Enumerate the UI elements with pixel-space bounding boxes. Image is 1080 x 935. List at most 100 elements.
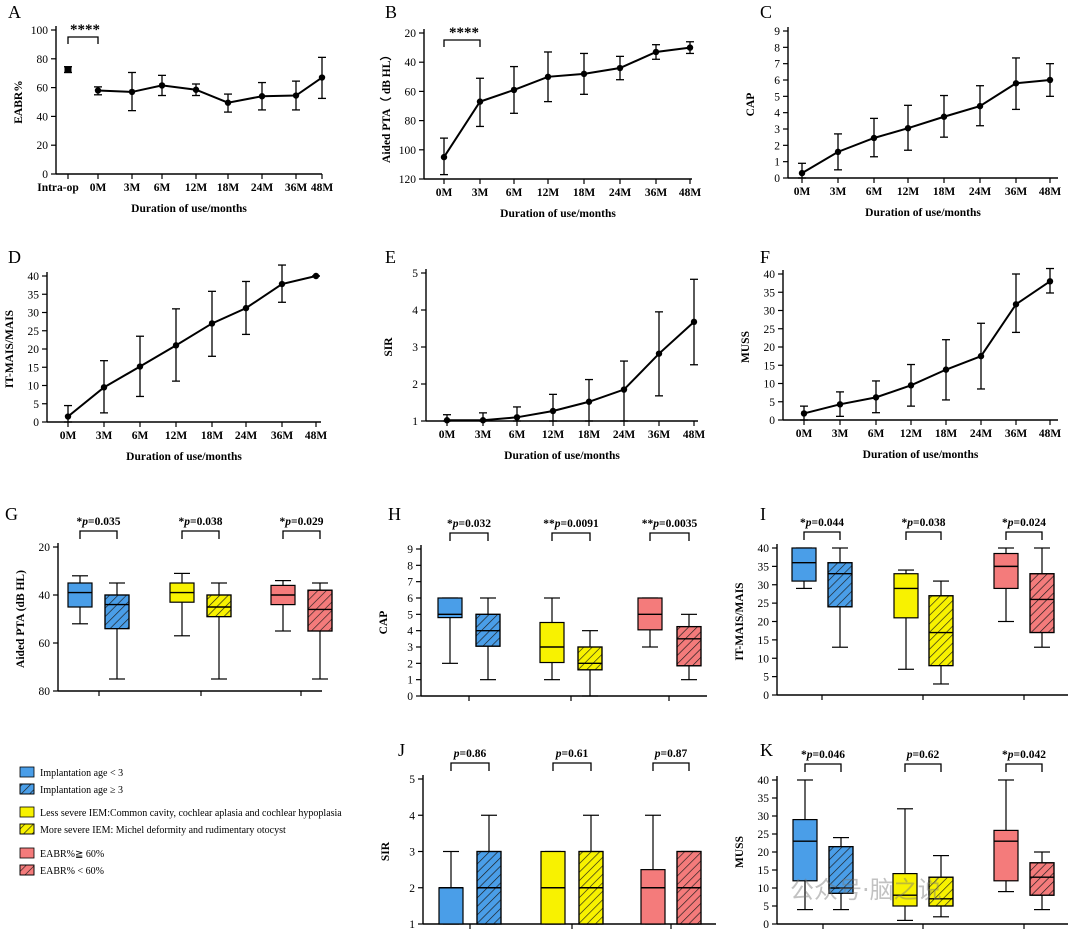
y-tick-label: 30 — [758, 580, 770, 592]
data-point — [652, 48, 660, 56]
data-point — [440, 153, 448, 161]
x-axis-title: Duration of use/months — [131, 203, 247, 215]
pvalue-label: *p=0.024 — [1002, 517, 1046, 529]
x-tick-label: 48M — [683, 429, 706, 441]
data-point — [655, 350, 663, 357]
y-tick-label: 15 — [758, 865, 770, 877]
pvalue-label: *p=0.032 — [447, 518, 491, 530]
y-tick-label: 8 — [774, 42, 780, 54]
data-point — [510, 86, 518, 94]
pvalue-number: =0.61 — [562, 748, 589, 760]
y-tick-label: 100 — [399, 145, 417, 157]
significance-bracket — [67, 36, 99, 44]
y-tick-label: 35 — [758, 793, 770, 805]
y-tick-label: 0 — [763, 690, 769, 702]
y-tick-label: 4 — [407, 626, 413, 638]
y-tick-label: 40 — [37, 111, 49, 123]
y-tick-label: 4 — [412, 305, 418, 317]
data-point — [686, 44, 694, 51]
x-tick-label: 48M — [679, 187, 702, 199]
x-tick-label: 48M — [1039, 186, 1062, 198]
y-tick-label: 5 — [412, 268, 418, 280]
pvalue-label: **p=0.0035 — [642, 518, 698, 530]
y-tick-label: 0 — [774, 173, 780, 185]
y-tick-label: 25 — [764, 324, 776, 336]
y-tick-label: 35 — [758, 561, 770, 573]
panel-a: A 0 20 40 60 80 100 EABR% Intra-op 0M 3M 6M 12M 18M 24… — [8, 2, 333, 215]
data-point — [476, 98, 484, 105]
y-tick-label: 80 — [39, 686, 51, 698]
x-tick-label: 18M — [933, 186, 956, 198]
pvalue-p: p — [1007, 517, 1014, 529]
box-hatch — [307, 589, 333, 632]
pvalue-p: p — [652, 518, 659, 530]
pvalue-label: **p=0.0091 — [543, 518, 599, 530]
data-point — [834, 148, 842, 156]
series-line — [803, 280, 1051, 415]
box-body — [892, 872, 918, 907]
pvalue-bracket — [449, 532, 489, 541]
pvalue-number: =0.86 — [460, 748, 487, 760]
y-tick-label: 3 — [409, 847, 415, 859]
x-tick-label: 36M — [645, 187, 668, 199]
y-tick-label: 80 — [37, 54, 49, 66]
y-tick-label: 3 — [407, 642, 413, 654]
data-point — [872, 394, 880, 401]
y-tick-label: 10 — [28, 381, 40, 393]
x-tick-label: 0M — [796, 428, 813, 440]
x-tick-label: 0M — [436, 187, 453, 199]
data-point — [258, 93, 266, 100]
data-point — [94, 87, 102, 94]
pvalue-number: =0.024 — [1014, 517, 1047, 529]
pvalue-stars: * — [1002, 517, 1008, 529]
legend-label-3: Less severe IEM:Common cavity, cochlear … — [40, 808, 342, 819]
data-point — [977, 352, 985, 360]
box-body — [67, 582, 93, 608]
y-tick-label: 0 — [42, 169, 48, 181]
x-tick-label: 24M — [609, 187, 632, 199]
box-body — [438, 887, 464, 925]
x-axis-title: Duration of use/months — [865, 207, 981, 219]
pvalue-stars: ** — [642, 518, 654, 530]
pvalue-p: p — [906, 517, 913, 529]
y-tick-label: 3 — [412, 342, 418, 354]
pvalue-bracket — [652, 762, 690, 771]
data-point — [904, 124, 912, 132]
pvalue-stars: * — [77, 516, 83, 528]
y-tick-label: 40 — [28, 271, 40, 283]
x-tick-label: 18M — [201, 430, 224, 442]
x-tick-label: 36M — [271, 430, 294, 442]
y-axis-title: SIR — [380, 841, 392, 861]
x-tick-label: 24M — [970, 428, 993, 440]
y-tick-label: 5 — [763, 672, 769, 684]
panel-label-f: F — [760, 247, 770, 267]
pvalue-p: p — [452, 518, 459, 530]
y-axis-title: CAP — [745, 93, 757, 117]
significance-bracket — [443, 39, 481, 47]
pvalue-p: p — [284, 516, 291, 528]
legend-label-4: More severe IEM: Michel deformity and ru… — [40, 825, 286, 836]
series-line — [67, 275, 317, 418]
data-point — [907, 382, 915, 389]
y-tick-label: 35 — [28, 289, 40, 301]
y-tick-label: 30 — [758, 811, 770, 823]
y-axis-title: MUSS — [740, 331, 752, 363]
data-point — [242, 304, 250, 312]
x-tick-label: 12M — [897, 186, 920, 198]
y-tick-label: 80 — [405, 116, 417, 128]
legend: Implantation age < 3 Implantation age ≥ … — [19, 766, 342, 877]
data-point — [64, 66, 72, 74]
pvalue-p: p — [805, 517, 812, 529]
data-point — [278, 280, 286, 288]
pvalue-number: =0.87 — [661, 748, 688, 760]
y-axis-title: IT-MAIS/MAIS — [734, 582, 746, 660]
series-line — [97, 76, 323, 104]
x-tick-label: 12M — [542, 429, 565, 441]
data-point — [836, 401, 844, 408]
y-tick-label: 6 — [774, 75, 780, 87]
pvalue-label: p=0.62 — [906, 749, 940, 761]
panel-label-h: H — [388, 504, 401, 524]
x-tick-label: 6M — [509, 429, 526, 441]
